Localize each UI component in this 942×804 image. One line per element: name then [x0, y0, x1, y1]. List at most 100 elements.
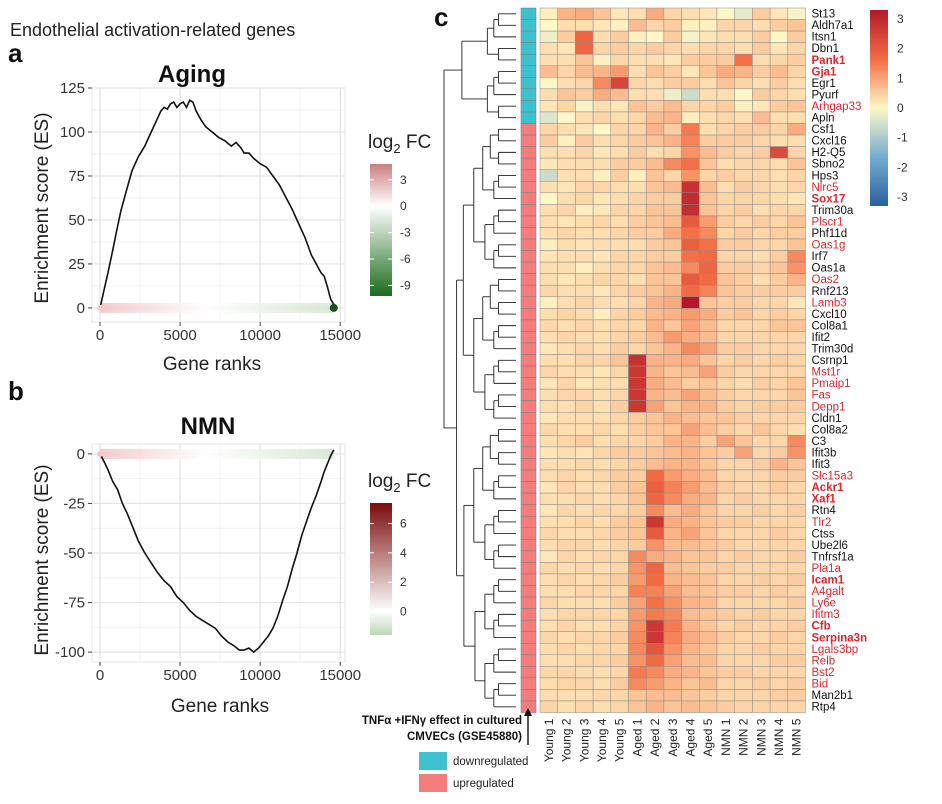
heatmap-cell	[663, 608, 682, 621]
heatmap-cell	[752, 388, 771, 401]
heatmap-cell	[769, 181, 789, 194]
heatmap-cell	[628, 146, 647, 159]
heatmap-cell	[663, 284, 682, 298]
heatmap-cell	[752, 111, 771, 124]
heatmap-cell	[628, 689, 647, 702]
heatmap-cell	[663, 619, 682, 632]
heatmap-cell	[575, 111, 594, 124]
aging-es-line	[99, 99, 335, 309]
heatmap-cell	[769, 619, 789, 632]
heatmap-cell	[716, 481, 735, 494]
heatmap-cell	[557, 19, 576, 32]
heatmap-cell	[752, 146, 771, 159]
heatmap-cell	[716, 666, 735, 679]
heatmap-cell	[663, 134, 682, 147]
heatmap-cell	[575, 65, 594, 78]
heatmap-cell	[628, 88, 647, 101]
annotation-cell	[520, 19, 537, 32]
heatmap-cell	[575, 88, 594, 101]
heatmap-cell	[575, 539, 594, 552]
heatmap-cell	[752, 585, 771, 598]
heatmap-cell	[592, 284, 612, 298]
heatmap-cell	[645, 354, 665, 367]
gene-label: Ifitm3	[812, 609, 840, 621]
heatmap-cell	[592, 377, 612, 390]
heatmap-cell	[734, 446, 753, 459]
heatmap-cell	[592, 65, 612, 78]
heatmap-cell	[575, 435, 594, 448]
heatmap-cell	[557, 53, 576, 67]
heatmap-cell	[628, 227, 647, 240]
a-y-tick-label: 75	[68, 168, 85, 185]
heatmap-cell	[681, 238, 700, 251]
heatmap-cell	[663, 400, 682, 413]
heatmap-cell	[699, 666, 718, 679]
heatmap-cell	[663, 111, 682, 124]
heatmap-cell	[557, 365, 576, 378]
sample-label: NMN 1	[719, 718, 733, 756]
heatmap-cell	[592, 192, 612, 205]
heatmap-cell	[787, 504, 806, 517]
heatmap-cell	[699, 458, 718, 471]
heatmap-cell	[752, 458, 771, 471]
heatmap-cell	[575, 423, 594, 436]
heatmap-cell	[663, 700, 682, 713]
heatmap-cell	[787, 100, 806, 113]
heatmap-cell	[769, 377, 789, 390]
heatmap-cell	[663, 227, 682, 240]
heatmap-cell	[787, 562, 806, 575]
heatmap-cell	[787, 700, 806, 713]
gene-label: Sox17	[812, 193, 846, 205]
heatmap-cell	[645, 458, 665, 471]
figure-title: Endothelial activation-related genes	[10, 20, 295, 40]
heatmap-cell	[645, 377, 665, 390]
heatmap-cell	[592, 30, 612, 43]
heatmap-cell	[539, 250, 558, 263]
heatmap-cell	[681, 492, 700, 505]
heatmap-cell	[734, 515, 753, 529]
heatmap-cell	[663, 88, 682, 101]
gene-label: Slc15a3	[812, 471, 854, 483]
heatmap-cell	[592, 631, 612, 644]
heatmap-cell	[787, 515, 806, 529]
heatmap-cell	[557, 123, 576, 136]
annotation-cell	[520, 261, 537, 274]
panel-letter-a: a	[8, 38, 23, 68]
annotation-title-line2: CMVECs (GSE45880)	[407, 731, 522, 743]
gene-label: A4galt	[812, 586, 845, 598]
heatmap-cell	[734, 19, 753, 32]
heatmap-cell	[716, 654, 735, 667]
heatmap-cell	[752, 700, 771, 713]
heatmap-cell	[628, 354, 647, 367]
heatmap-cell	[681, 596, 700, 609]
heatmap-cell	[575, 562, 594, 575]
heatmap-cell	[769, 550, 789, 563]
heatmap-cell	[628, 666, 647, 679]
heatmap-cell	[663, 423, 682, 436]
heatmap-cell	[539, 458, 558, 471]
heatmap-cell	[716, 192, 735, 205]
heatmap-cell	[645, 435, 665, 448]
annotation-cell	[520, 585, 537, 598]
heatmap-cell	[787, 481, 806, 494]
heatmap-cell	[716, 204, 735, 217]
b-y-tick-label: -75	[63, 595, 85, 612]
heatmap-cell	[752, 481, 771, 494]
heatmap-cell	[539, 65, 558, 78]
heatmap-cell	[645, 423, 665, 436]
heatmap-cell	[557, 77, 576, 90]
heatmap-cell	[539, 515, 558, 529]
annotation-cell	[520, 7, 537, 20]
heatmap-cell	[575, 30, 594, 43]
heatmap-cell	[610, 273, 629, 286]
heatmap-cell	[716, 423, 735, 436]
heatmap-cell	[610, 7, 629, 20]
heatmap-cell	[752, 412, 771, 425]
heatmap-cell	[575, 527, 594, 540]
gene-label: Trim30d	[812, 344, 854, 356]
heatmap-cell	[663, 654, 682, 667]
heatmap-cell	[769, 146, 789, 159]
heatmap-cell	[539, 227, 558, 240]
heatmap-cell	[575, 504, 594, 517]
heatmap-cell	[610, 596, 629, 609]
